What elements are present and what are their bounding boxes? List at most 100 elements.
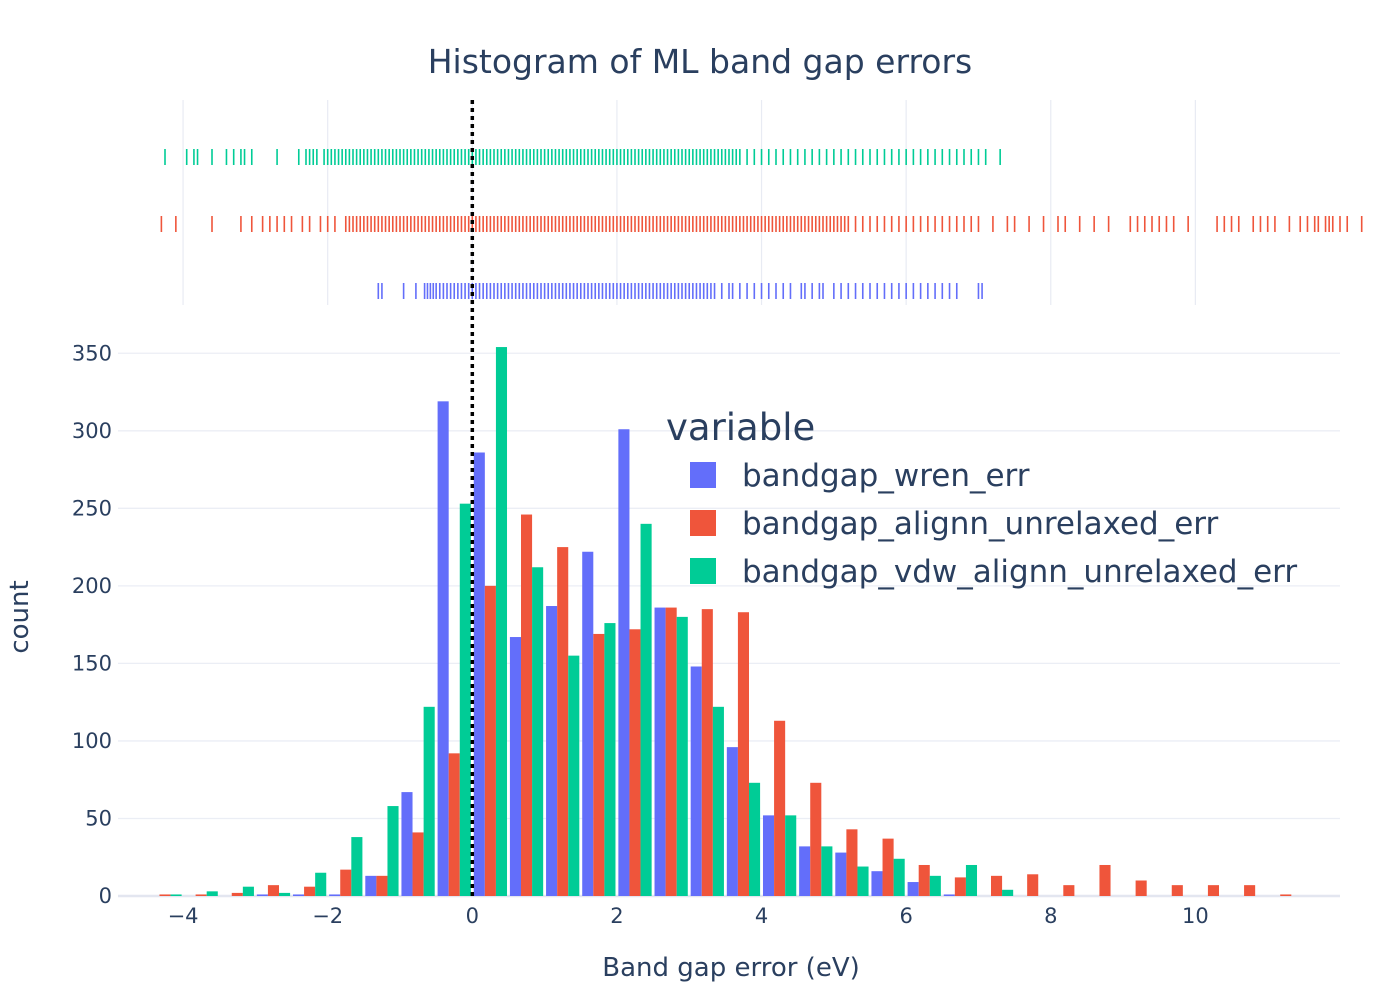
histogram-bar	[1244, 885, 1256, 896]
histogram-bar	[954, 877, 966, 896]
histogram-bar	[871, 871, 883, 896]
histogram-bar	[1135, 880, 1147, 896]
x-tick-label: 6	[899, 904, 912, 928]
x-tick-label: −4	[168, 904, 199, 928]
y-tick-label: 300	[72, 419, 112, 443]
y-axis-ticks: 0 50 100 150 200 250 300 350	[72, 341, 112, 908]
x-tick-label: 2	[610, 904, 623, 928]
histogram-bar	[1002, 889, 1014, 896]
y-tick-label: 200	[72, 574, 112, 598]
histogram-bar	[593, 633, 605, 896]
histogram-bar	[774, 720, 786, 896]
histogram-bar	[159, 894, 171, 896]
histogram-bar	[437, 401, 449, 896]
histogram-bar	[304, 886, 316, 896]
histogram-bar	[231, 892, 243, 896]
rug-grid	[182, 100, 1196, 305]
legend-title: variable	[666, 406, 815, 449]
histogram-bar	[412, 832, 424, 896]
histogram-bar	[292, 894, 305, 896]
histogram-bar	[737, 612, 750, 896]
legend-swatch	[690, 462, 716, 488]
histogram-bar	[604, 623, 616, 896]
histogram-bar	[557, 547, 569, 896]
x-tick-label: 10	[1182, 904, 1209, 928]
histogram-bar	[799, 846, 811, 896]
histogram-bar	[1063, 885, 1075, 896]
legend-swatch	[690, 510, 716, 536]
legend-label: bandgap_vdw_alignn_unrelaxed_err	[742, 554, 1297, 590]
histogram-bar	[1171, 885, 1183, 896]
histogram-bar	[712, 706, 724, 896]
histogram-bar	[242, 886, 254, 896]
y-axis-title: count	[5, 580, 35, 653]
x-tick-label: 8	[1044, 904, 1057, 928]
y-tick-label: 50	[85, 806, 112, 830]
histogram-bar	[279, 892, 291, 896]
histogram-bar	[726, 747, 738, 896]
histogram-bar	[1027, 874, 1039, 896]
histogram-bar	[376, 875, 388, 896]
histogram-bar	[495, 347, 508, 897]
histogram-bar	[206, 891, 218, 896]
legend: variable bandgap_wren_err bandgap_alignn_…	[666, 406, 1297, 590]
histogram-bar	[835, 852, 847, 896]
x-axis-title: Band gap error (eV)	[602, 953, 860, 983]
histogram-bar	[857, 866, 869, 896]
histogram-bar	[749, 782, 761, 896]
histogram-bar	[629, 629, 641, 896]
histogram-bar	[882, 838, 894, 896]
histogram-bar	[929, 875, 941, 896]
histogram-bar	[195, 894, 207, 896]
histogram-bar	[532, 567, 544, 896]
histogram-bar	[582, 551, 594, 896]
histogram-bar	[654, 607, 666, 896]
histogram-bar	[170, 894, 182, 896]
legend-label: bandgap_alignn_unrelaxed_err	[742, 506, 1219, 542]
histogram-bar	[907, 882, 919, 896]
histogram-bar	[459, 503, 471, 896]
histogram-bar	[267, 885, 280, 896]
histogram-bar	[1099, 864, 1111, 896]
histogram-bar	[618, 429, 630, 896]
legend-swatch	[690, 558, 716, 584]
histogram-bar	[448, 753, 460, 896]
histogram-bar	[340, 869, 352, 896]
histogram-bar	[810, 782, 822, 896]
histogram-bar	[568, 655, 580, 896]
y-tick-label: 150	[72, 651, 112, 675]
histogram-bar	[351, 837, 363, 896]
histogram-bar	[329, 894, 341, 896]
histogram-bar	[893, 858, 905, 896]
histogram-bar	[690, 666, 702, 896]
histogram-bar	[1280, 894, 1292, 896]
y-tick-label: 250	[72, 496, 112, 520]
histogram-bar	[846, 829, 858, 896]
x-axis-ticks: −4 −2 0 2 4 6 8 10	[168, 904, 1209, 928]
histogram-bar	[918, 864, 930, 896]
histogram-bar	[520, 514, 533, 896]
histogram-bar	[640, 523, 652, 896]
x-tick-label: 4	[755, 904, 768, 928]
legend-label: bandgap_wren_err	[742, 458, 1030, 494]
histogram-bar	[676, 616, 688, 896]
rug-plot	[160, 149, 1363, 299]
histogram-bar	[821, 846, 833, 896]
histogram-bar	[473, 452, 485, 896]
histogram-bar	[365, 875, 377, 896]
y-tick-label: 100	[72, 729, 112, 753]
chart-title: Histogram of ML band gap errors	[428, 42, 973, 81]
histogram-bar	[943, 894, 955, 896]
histogram-bar	[1207, 885, 1220, 896]
x-tick-label: −2	[312, 904, 343, 928]
histogram-bar	[762, 815, 775, 896]
histogram-bar	[484, 585, 496, 896]
histogram-bars	[159, 347, 1292, 897]
x-tick-label: 0	[466, 904, 479, 928]
histogram-bar	[387, 806, 399, 896]
histogram-bar	[509, 637, 521, 896]
histogram-bar	[315, 872, 327, 896]
y-tick-label: 350	[72, 341, 112, 365]
